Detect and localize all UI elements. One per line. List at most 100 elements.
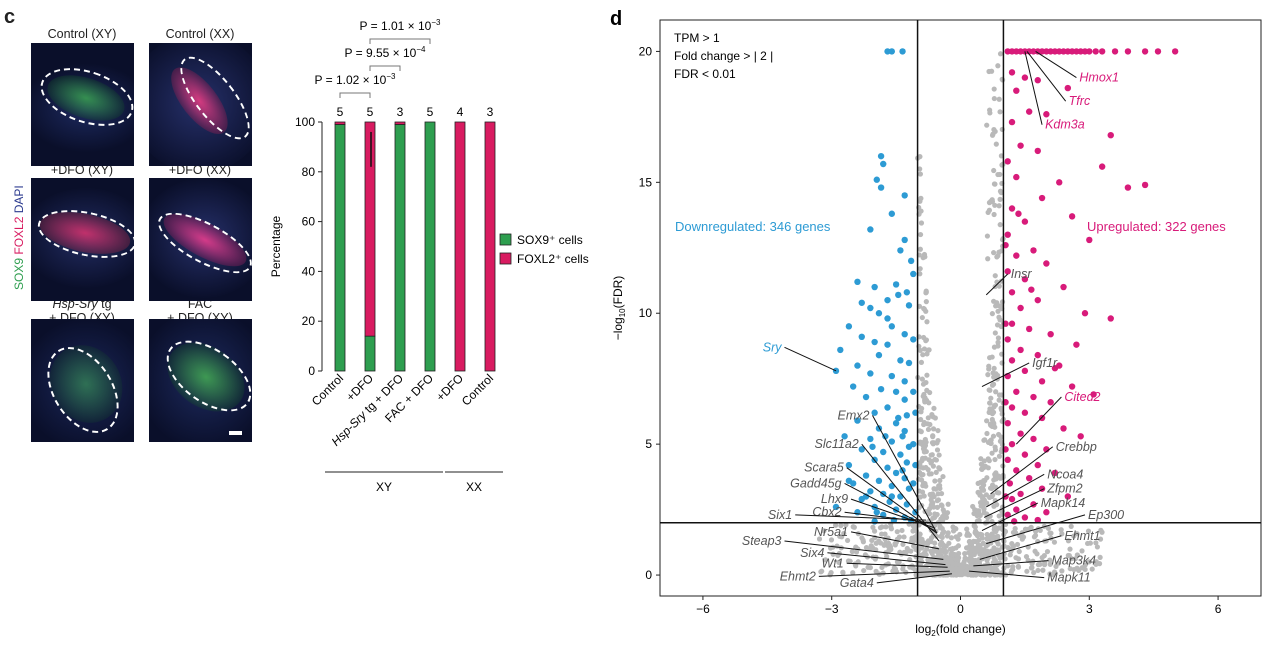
micrograph-control-xx xyxy=(149,43,252,166)
ns-point xyxy=(984,548,990,555)
ns-point xyxy=(1085,540,1091,547)
ns-point xyxy=(1015,556,1022,562)
down-point xyxy=(862,472,870,479)
n-label: 5 xyxy=(337,105,344,119)
ns-point xyxy=(917,271,923,277)
bar-segment xyxy=(334,124,346,372)
legend-swatch xyxy=(499,233,512,246)
y-tick-label: 0 xyxy=(308,364,315,378)
ns-point xyxy=(974,533,981,539)
ns-point xyxy=(849,548,855,555)
ns-point xyxy=(974,513,980,519)
ns-point xyxy=(972,545,978,551)
down-point xyxy=(832,503,840,511)
ns-point xyxy=(932,540,938,546)
ns-point xyxy=(892,542,898,548)
group-label: XX xyxy=(466,480,482,494)
ns-point xyxy=(910,528,916,534)
ns-point xyxy=(950,528,957,534)
bar-segment xyxy=(424,121,436,372)
down-point xyxy=(903,459,911,466)
y-tick-label: 10 xyxy=(639,306,653,320)
ns-point xyxy=(937,546,943,553)
ns-point xyxy=(924,319,930,325)
up-point xyxy=(1017,430,1024,437)
up-point xyxy=(1021,514,1029,521)
up-point xyxy=(1021,276,1029,283)
ns-point xyxy=(961,560,967,566)
ns-point xyxy=(929,412,935,418)
ns-point xyxy=(992,444,998,450)
up-point xyxy=(1038,378,1046,385)
panel-d-letter: d xyxy=(610,8,622,30)
ns-point xyxy=(987,572,993,578)
ns-point xyxy=(900,541,906,547)
ns-point xyxy=(917,572,924,578)
up-point xyxy=(1030,247,1037,254)
ns-point xyxy=(930,463,936,469)
up-point xyxy=(1013,252,1020,259)
ns-point xyxy=(990,433,997,439)
ns-point xyxy=(986,200,993,206)
annotation-leader xyxy=(981,362,1030,387)
ns-point xyxy=(1068,523,1074,529)
ns-point xyxy=(985,372,991,378)
up-point xyxy=(1124,184,1132,191)
ns-point xyxy=(987,107,993,113)
ns-point xyxy=(836,559,842,565)
ns-point xyxy=(990,381,997,387)
ns-point xyxy=(995,63,1001,69)
ns-point xyxy=(936,452,942,458)
up-point xyxy=(1141,48,1149,55)
ns-point xyxy=(976,537,982,543)
annotation-leader xyxy=(846,562,948,568)
down-point xyxy=(867,370,874,377)
ns-point xyxy=(975,542,981,548)
ns-point xyxy=(980,496,986,502)
down-point xyxy=(901,427,908,435)
ns-point xyxy=(917,462,923,468)
ns-point xyxy=(925,508,931,514)
annotation-leader xyxy=(981,502,1038,531)
down-point xyxy=(871,518,878,525)
down-point xyxy=(903,501,911,508)
ns-point xyxy=(850,570,856,576)
up-point xyxy=(1043,111,1050,118)
up-point xyxy=(1030,435,1037,443)
ns-point xyxy=(928,452,934,458)
ns-point xyxy=(949,552,956,558)
ns-point xyxy=(843,522,849,528)
ns-point xyxy=(920,455,926,461)
up-point xyxy=(1064,493,1072,500)
annotation-leader xyxy=(990,446,1054,495)
stain-dapi: DAPI xyxy=(12,185,26,214)
down-point xyxy=(841,433,848,440)
down-point xyxy=(899,433,906,440)
up-point xyxy=(1030,393,1037,401)
up-point xyxy=(1008,69,1016,76)
ns-point xyxy=(992,456,998,463)
ns-point xyxy=(867,564,873,571)
ns-point xyxy=(920,483,926,489)
p-value-label: P = 9.55 × 10−4 xyxy=(345,45,427,60)
annotation-leader xyxy=(1024,51,1043,125)
ns-point xyxy=(933,533,940,539)
ns-point xyxy=(950,561,956,567)
ns-point xyxy=(1086,559,1092,565)
ns-point xyxy=(991,374,997,380)
annotation-leader xyxy=(1035,50,1077,79)
ns-point xyxy=(997,51,1004,57)
gene-label: Lhx9 xyxy=(821,492,848,506)
ns-point xyxy=(1074,552,1080,558)
downregulated-label: Downregulated: 346 genes xyxy=(675,219,831,234)
ns-point xyxy=(984,536,990,542)
gene-label: Scara5 xyxy=(804,461,844,475)
micrograph-dfo-xy xyxy=(31,178,134,301)
gene-label: Steap3 xyxy=(742,534,782,548)
ns-point xyxy=(991,404,997,410)
ns-point xyxy=(917,347,923,353)
down-point xyxy=(901,236,908,244)
ns-point xyxy=(984,557,990,563)
ns-point xyxy=(943,549,949,555)
ns-point xyxy=(1031,570,1037,576)
